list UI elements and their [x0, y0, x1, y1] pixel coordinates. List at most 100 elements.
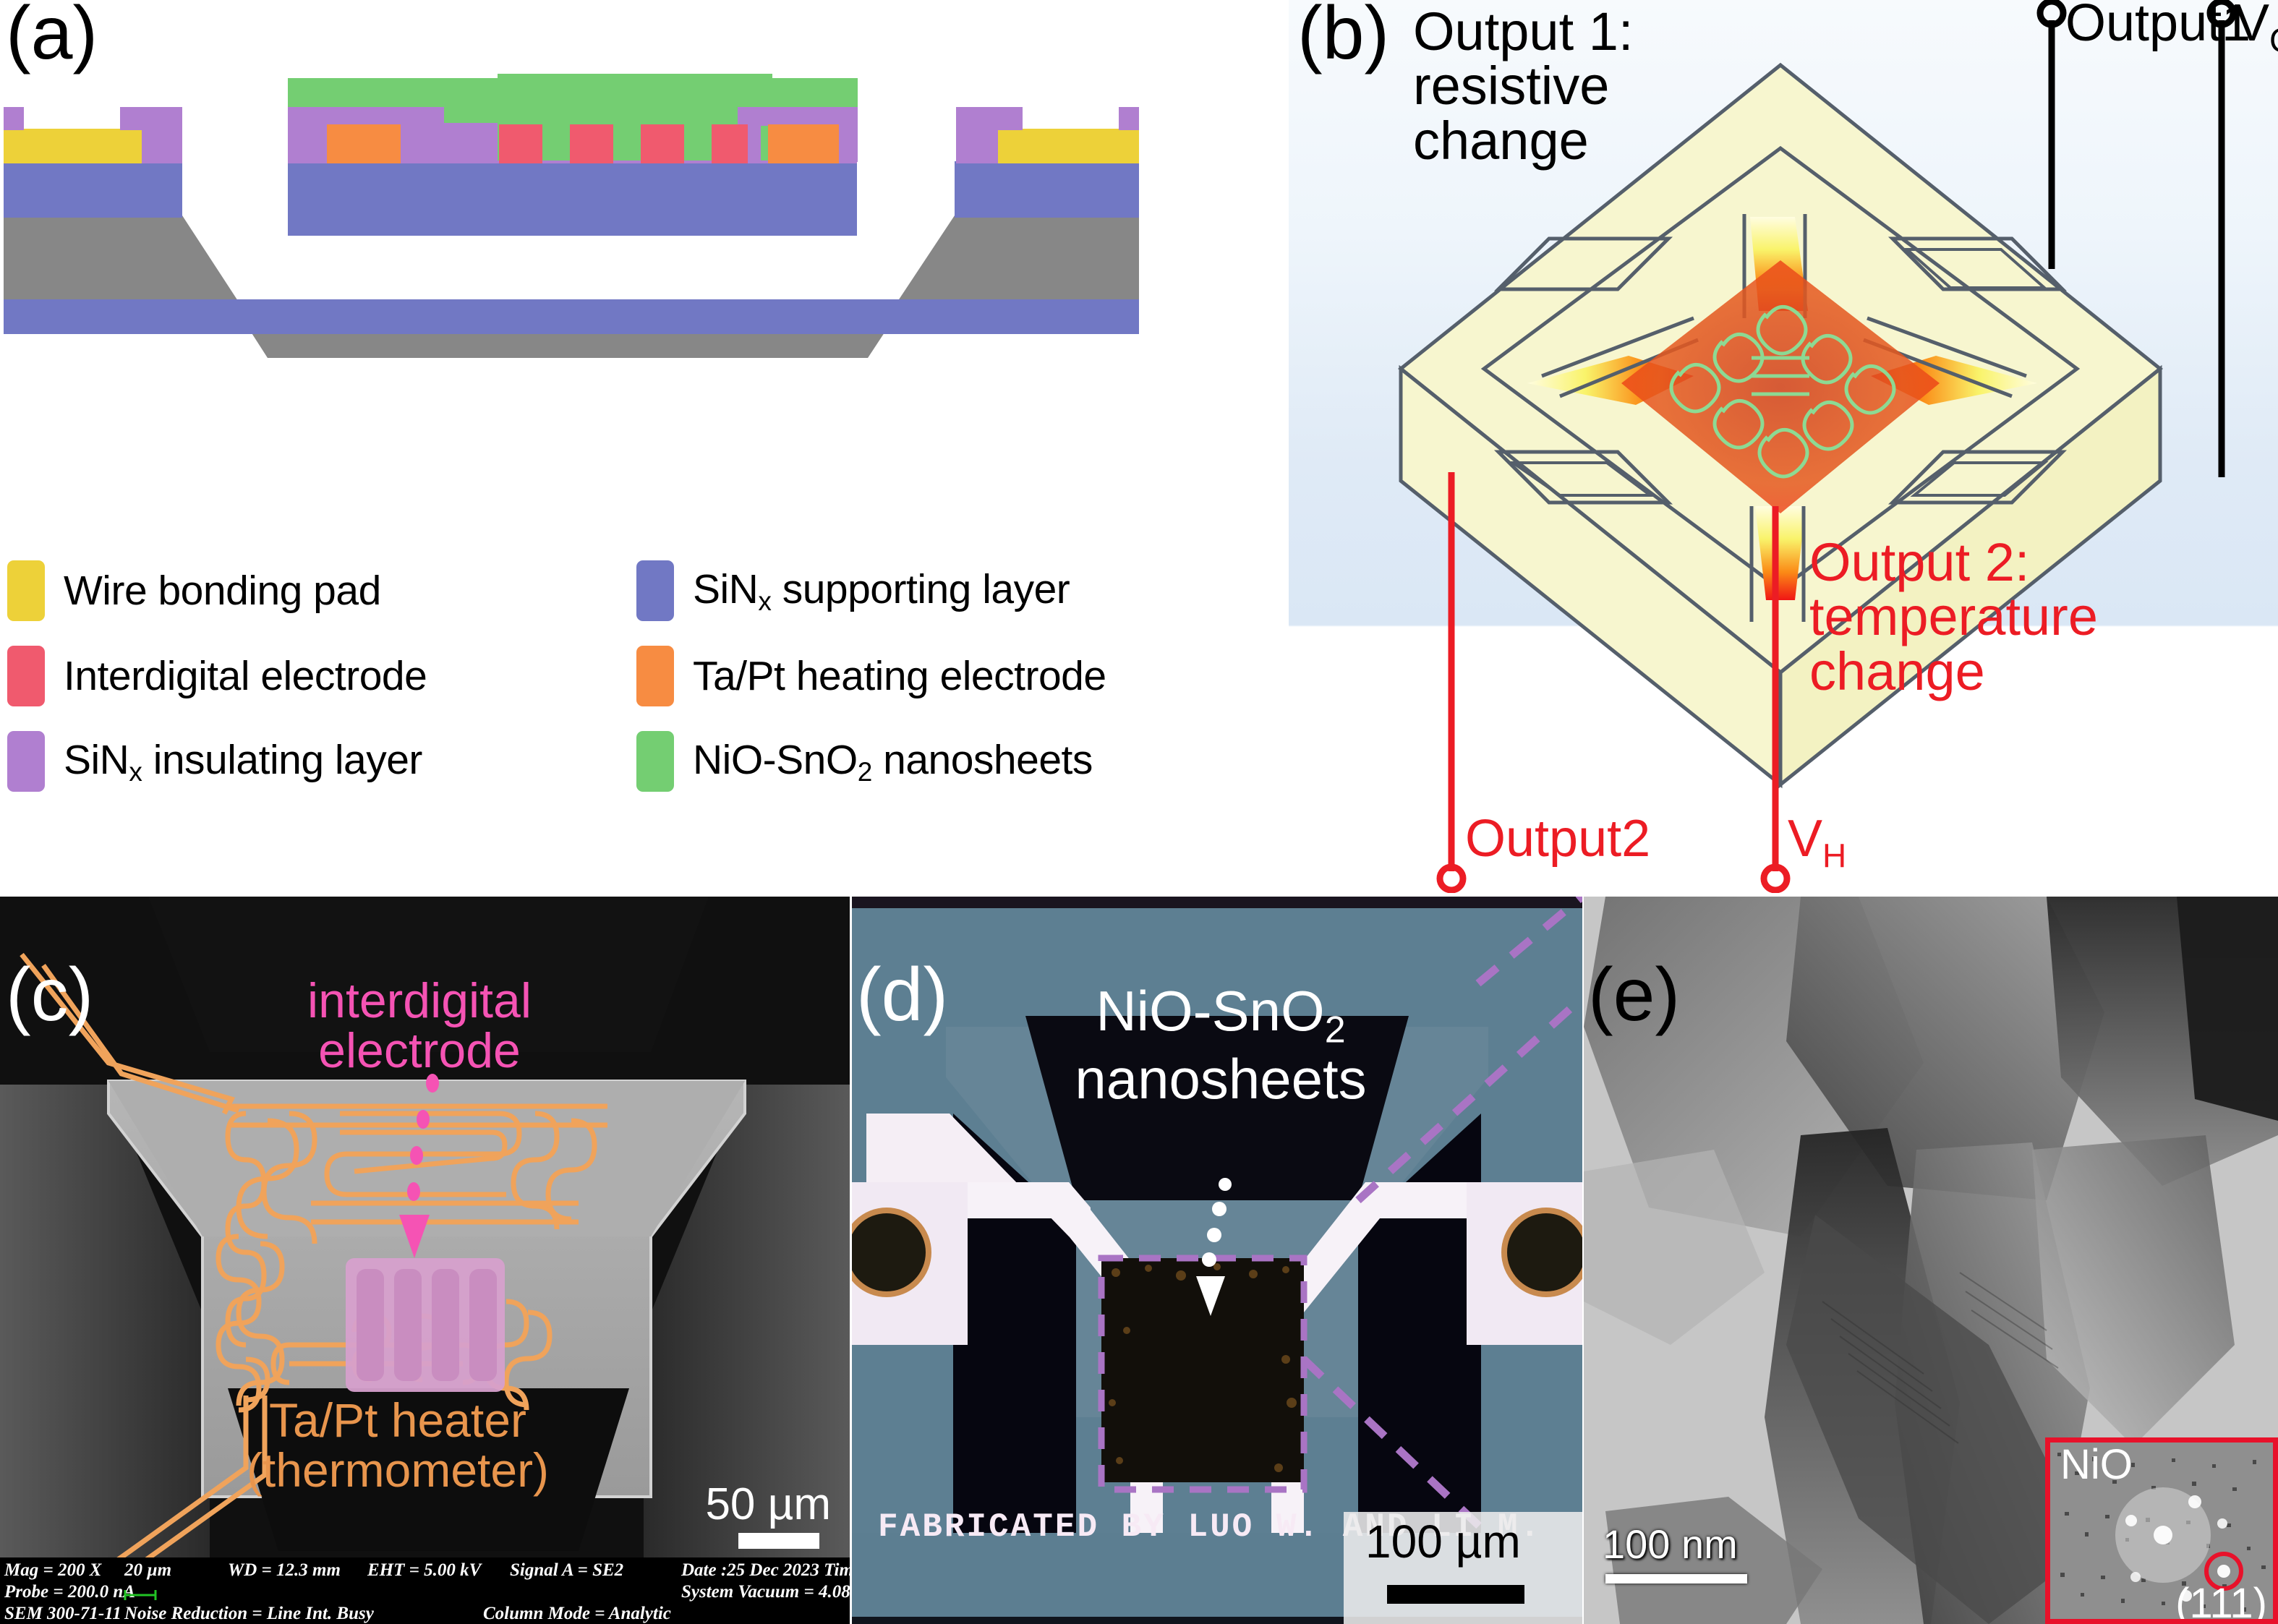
- etch-pit-sidewall-left: [0, 1085, 210, 1576]
- fft-highlighted-spot-circle: [2204, 1552, 2243, 1591]
- panel-a-letter: (a): [6, 0, 98, 75]
- legend-item-wire-bonding-pad: Wire bonding pad: [7, 560, 381, 621]
- legend-item-sinx-insulating-layer: SiNx insulating layer: [7, 731, 422, 792]
- bond-pad-top-right-inner: [1903, 248, 2049, 289]
- panel-c-letter: (c): [6, 953, 94, 1037]
- lattice-fringes: [1822, 1272, 2059, 1444]
- sem-noise-reduction: Noise Reduction = Line Int. Busy: [124, 1604, 374, 1623]
- output1-caption: Output 1: resistive change: [1413, 1, 1634, 171]
- bond-pad-top-right: [1887, 236, 2068, 291]
- sinx-insulating-ridge-left-3: [288, 107, 314, 127]
- output2-caption: Output 2: temperature change: [1809, 532, 2098, 701]
- legend-label-sinx-insulating-layer: SiNx insulating layer: [64, 736, 422, 787]
- bond-pad-ring-top-left: [852, 1208, 931, 1297]
- metal-trace-left: [866, 1114, 1091, 1236]
- cross-section-schematic: (100) Si wafer: [0, 0, 1287, 550]
- terminal-dot-output1: [2036, 0, 2067, 28]
- legend-label-part: NiO-SnO: [693, 736, 858, 783]
- chip-3d-illustration: [1397, 0, 2237, 893]
- terminal-dot-output2: [1436, 863, 1467, 893]
- legend-label-part: nanosheets: [871, 736, 1093, 783]
- scale-label-50um: 50 µm: [705, 1479, 831, 1529]
- silicon-wafer-label: (100) Si wafer: [432, 427, 711, 477]
- optical-device-structure: [852, 897, 1582, 1624]
- legend-label-wire-bonding-pad: Wire bonding pad: [64, 568, 381, 614]
- nanosheet-flake-dark-corner: [2177, 897, 2278, 1121]
- legend-item-interdigital-electrode: Interdigital electrode: [7, 646, 427, 706]
- legend-label-part: supporting layer: [771, 565, 1070, 612]
- sem-column-mode: Column Mode = Analytic: [483, 1604, 671, 1623]
- sem-mag: Mag = 200 X: [4, 1560, 102, 1580]
- support-beam-bottom: [1755, 506, 1806, 600]
- sinx-bottom-supporting-layer: [4, 299, 1139, 334]
- scale-label-100um: 100 µm: [1365, 1516, 1521, 1568]
- annotation-nio-sno2-nanosheets: NiO-SnO2 nanosheets: [946, 981, 1496, 1111]
- interdigital-electrode-block: [346, 1258, 505, 1392]
- top-dark-edge: [852, 897, 1582, 908]
- right-sinx-supporting-layer: [955, 161, 1139, 218]
- legend-label-sinx-supporting-layer: SiNx supporting layer: [693, 565, 1070, 617]
- fft-diffraction-spots: [2125, 1495, 2230, 1602]
- terminal-dot-vh: [1760, 863, 1791, 893]
- etch-pit-sidewall-right: [644, 1085, 850, 1576]
- chip-right-side-face: [1778, 364, 2162, 789]
- legend-item-nio-sno2-nanosheets: NiO-SnO2 nanosheets: [636, 731, 1093, 792]
- zoom-callout-line-upper: [1475, 897, 1582, 987]
- interdigital-pointer-arrow: [399, 1074, 439, 1258]
- legend-label-nio-sno2-nanosheets: NiO-SnO2 nanosheets: [693, 736, 1093, 787]
- legend-item-sinx-supporting-layer: SiNx supporting layer: [636, 560, 1070, 621]
- sem-eht: EHT = 5.00 kV: [367, 1560, 482, 1580]
- right-sinx-insulating-cap: [956, 107, 998, 132]
- left-sinx-insulating-pillar-b: [120, 107, 145, 130]
- annotation-interdigital-electrode: interdigital electrode: [307, 973, 532, 1079]
- sem-device-structure: [0, 897, 850, 1622]
- sem-green-scale-marker: [124, 1590, 157, 1600]
- fft-pattern: [2050, 1443, 2273, 1619]
- legend-swatch-sinx-insulating-layer: [7, 731, 45, 792]
- annotation-nanosheets-line1: NiO-SnO2: [946, 981, 1496, 1051]
- sinx-insulating-ridge-left-2: [419, 107, 444, 162]
- sem-date: Date :25 Dec 2023 Time: [681, 1560, 850, 1580]
- left-wire-bonding-pad: [4, 129, 145, 163]
- zoom-callout-line-diag: [1355, 994, 1582, 1204]
- right-sinx-insulating-pillar-b: [998, 107, 1023, 130]
- etch-window-bottom: [228, 1388, 629, 1551]
- left-sinx-insulating-pillar-a: [4, 107, 24, 130]
- panel-a-cross-section: (a): [0, 0, 1287, 550]
- terminal-dot-vc: [2206, 0, 2237, 28]
- interdigital-electrode-1: [499, 124, 542, 163]
- legend-swatch-interdigital-electrode: [7, 646, 45, 706]
- bond-pad-bottom-right: [1887, 450, 2068, 505]
- nanosheet-film-square: [1101, 1258, 1304, 1482]
- nanosheets-subscript: 2: [1324, 1009, 1346, 1051]
- sem-signal: Signal A = SE2: [510, 1560, 624, 1580]
- legend-label-part: SiN: [64, 736, 129, 783]
- vh-main: V: [1788, 810, 1823, 868]
- bottom-dark-edge: [852, 1617, 1582, 1624]
- interdigital-electrode-fingers: [357, 1269, 497, 1381]
- terminal-label-vh: VH: [1788, 810, 1847, 875]
- beam-outline-bottom: [1749, 506, 1806, 622]
- annotation-ta-pt-heater: Ta/Pt heater (thermometer): [246, 1393, 550, 1497]
- sinx-insulating-ridge-left-1: [312, 107, 419, 124]
- terminal-label-vc: VC: [2235, 0, 2278, 57]
- nanosheet-film-speckle: [1109, 1263, 1297, 1472]
- bond-pad-top-left: [1493, 236, 1673, 291]
- legend-label-part: SiN: [693, 565, 759, 612]
- legend-swatch-wire-bonding-pad: [7, 560, 45, 621]
- sem-wd: WD = 12.3 mm: [228, 1560, 341, 1580]
- sem-scale-number: 20 µm: [124, 1560, 172, 1580]
- interdigital-electrode-2: [570, 124, 613, 163]
- nanosheet-flake-top-mid: [1786, 897, 2104, 1200]
- meander-heater-pattern: [1669, 305, 1896, 479]
- nanosheet-petal-right-sheet: [2032, 1135, 2235, 1446]
- annotation-nanosheets-line2: nanosheets: [1075, 1047, 1367, 1111]
- fft-diffraction-inset: NiO (111): [2045, 1437, 2278, 1624]
- vh-subscript: H: [1822, 837, 1847, 875]
- panel-c-sem-micrograph: (c) interdigital electrode Ta/Pt heater …: [0, 897, 850, 1624]
- panel-e-tem-micrograph: (e) 100 nm: [1584, 897, 2278, 1624]
- ta-pt-heating-electrode-left: [327, 124, 401, 163]
- nanosheet-petal-diagonal: [1786, 1215, 2090, 1624]
- panel-b-letter: (b): [1297, 0, 1390, 75]
- bond-pad-ring-top-right: [1501, 1208, 1582, 1297]
